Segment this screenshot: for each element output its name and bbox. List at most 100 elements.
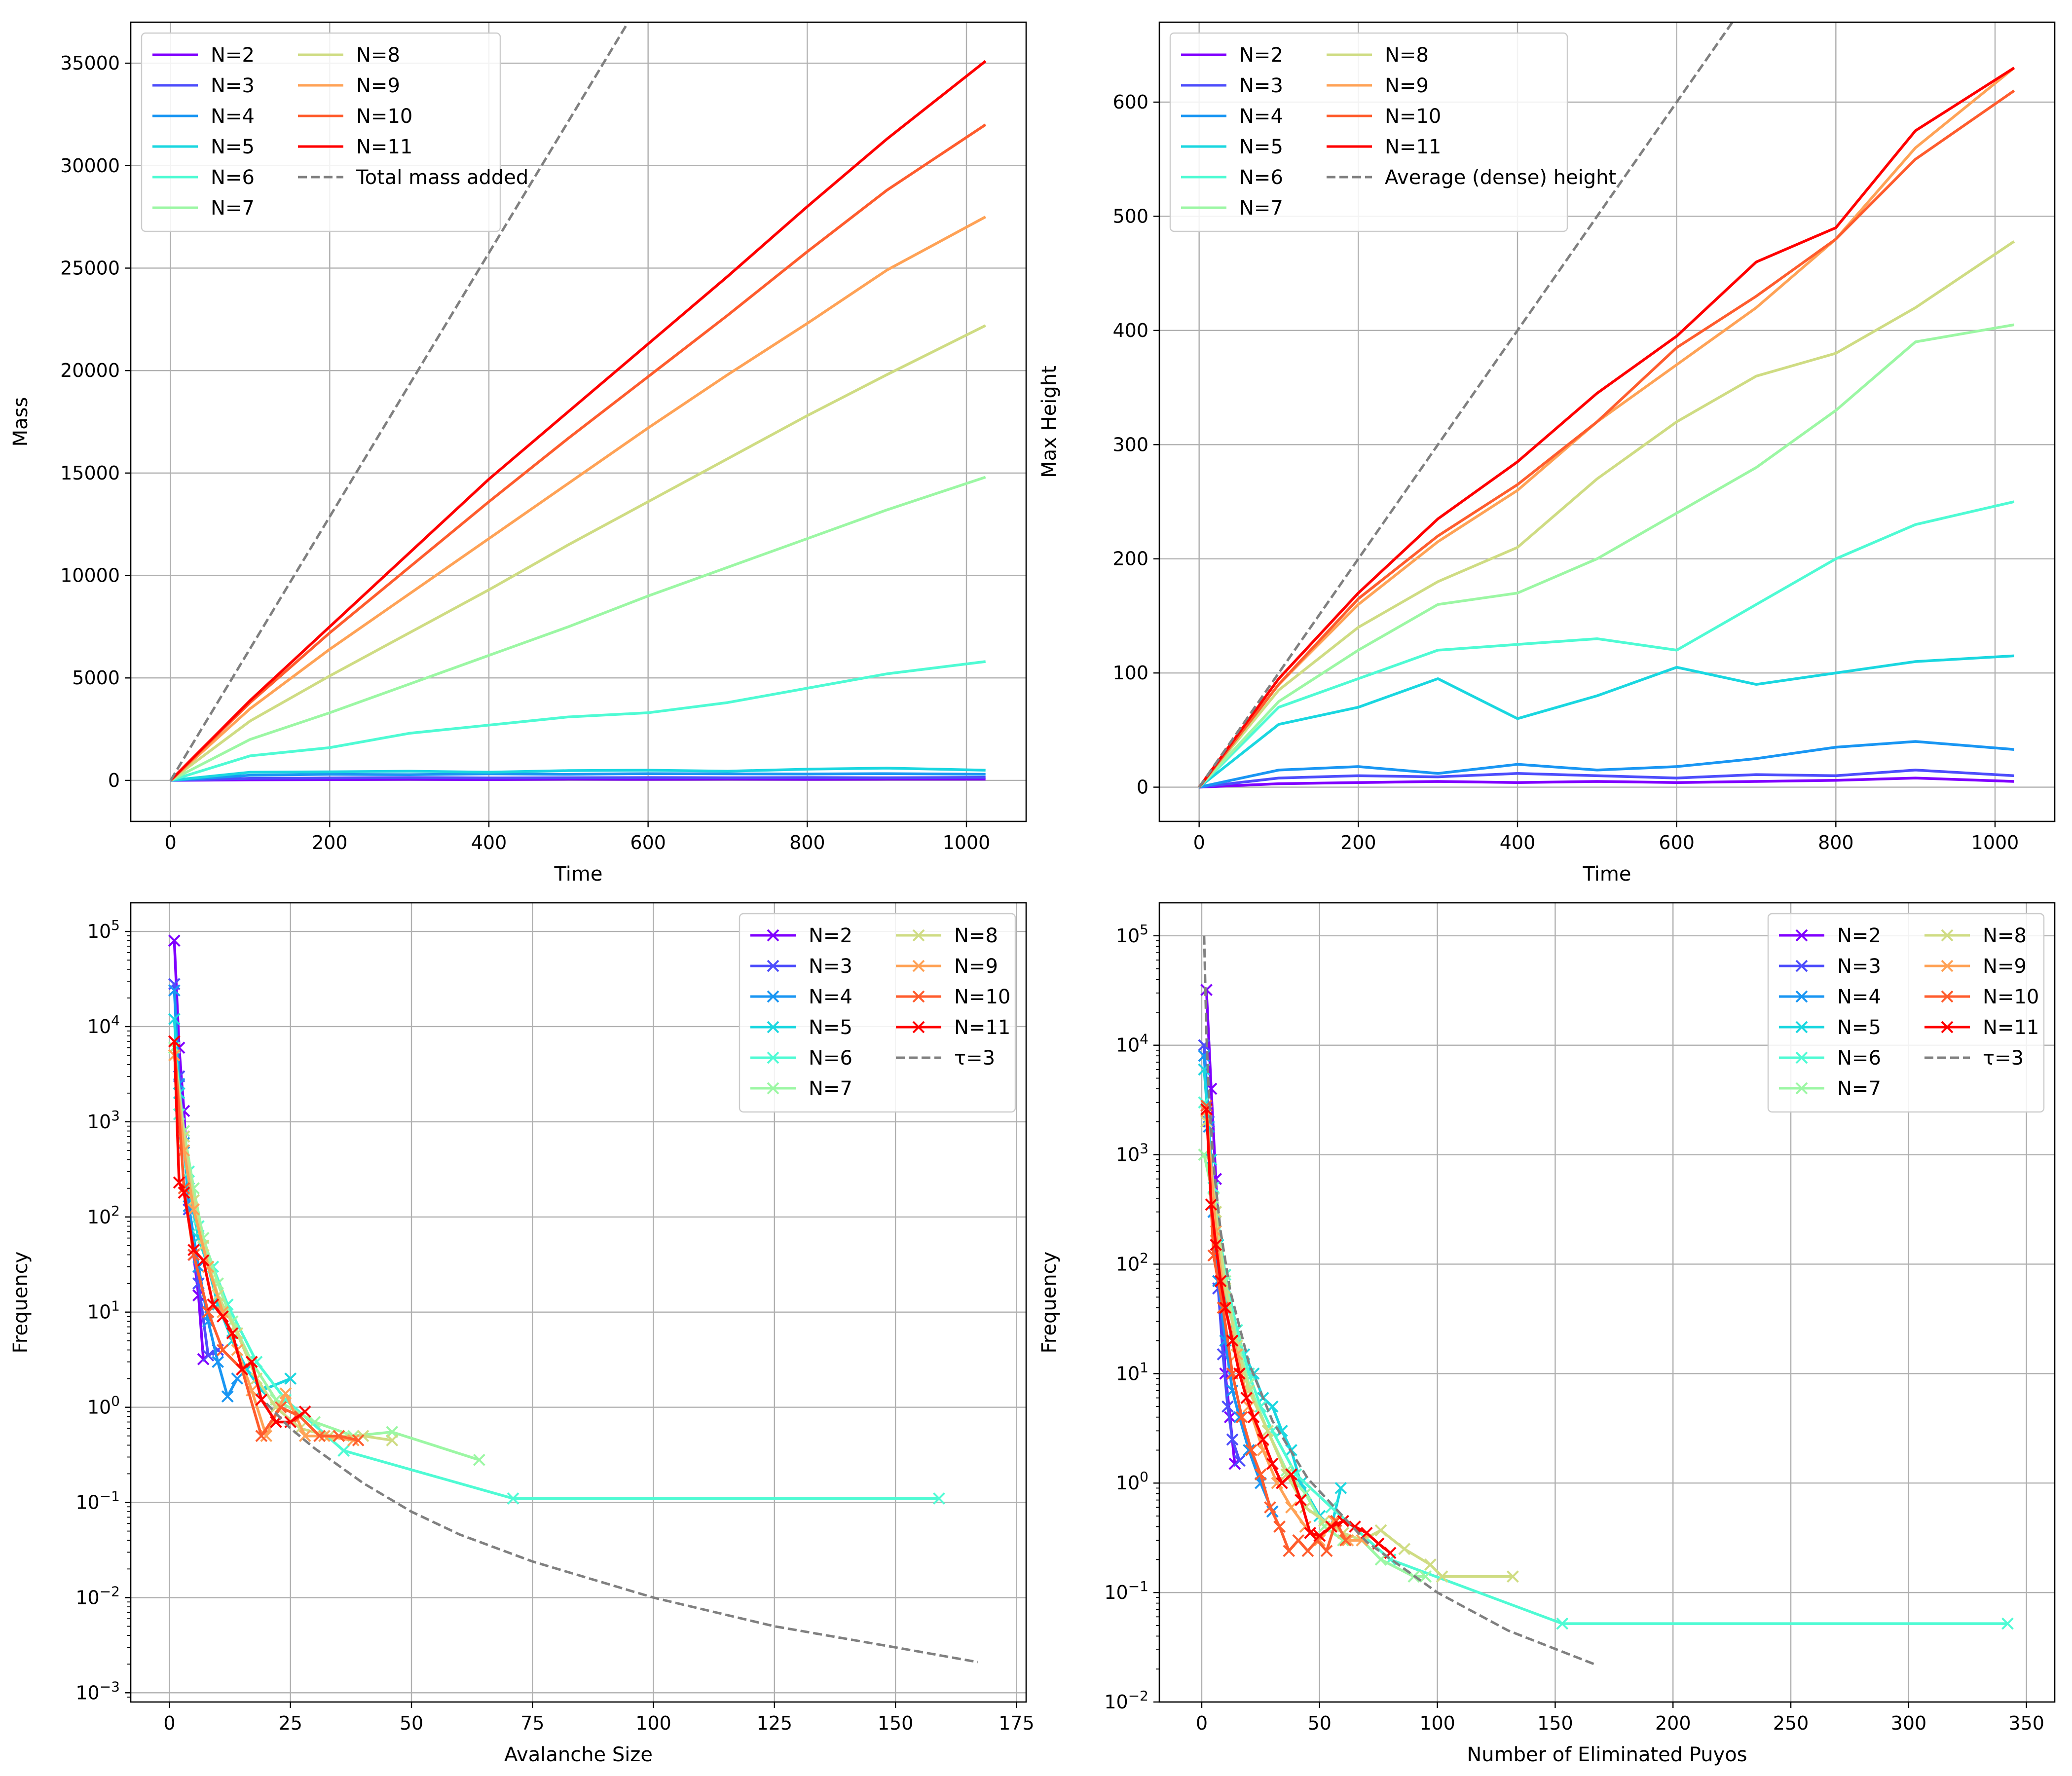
legend-label: N=8: [1983, 925, 2027, 947]
x-tick-label: 800: [1818, 832, 1854, 853]
data-point: [1261, 1424, 1274, 1437]
y-tick-label: 10000: [60, 565, 120, 587]
data-point: [1313, 1529, 1326, 1542]
series-line: [173, 1055, 354, 1442]
data-point: [197, 1254, 210, 1267]
legend-item-n-9: N=9: [298, 74, 400, 97]
data-point: [1275, 1477, 1288, 1489]
legend-item-n-10: N=10: [298, 105, 412, 128]
y-tick-label: 0: [108, 770, 120, 791]
legend-item-n-5: N=5: [152, 136, 255, 158]
legend-label: N=8: [1385, 44, 1429, 67]
series-line: [170, 324, 986, 782]
legend-item-n-11: N=11: [298, 136, 412, 158]
legend-marker: [1941, 1021, 1954, 1034]
series-line: [169, 60, 987, 781]
data-point: [1318, 1515, 1331, 1527]
data-point: [1275, 1424, 1288, 1437]
legend-label: N=2: [1837, 925, 1881, 947]
y-axis-label: Max Height: [1038, 366, 1061, 478]
legend-label: N=7: [211, 197, 255, 220]
legend-marker: [1941, 960, 1954, 972]
axes-frame: [130, 902, 1027, 1703]
y-tick-label: 25000: [60, 257, 120, 279]
data-point: [187, 1194, 200, 1207]
data-point: [313, 1430, 326, 1443]
y-tick-label: 101: [87, 1298, 120, 1323]
legend: N=2 N=3 N=4 N=5 N=6 N=7 N=8 N=9 N=10 N=11 τ=3: [739, 913, 1016, 1113]
data-point: [1313, 1534, 1326, 1547]
legend-label: τ=3: [954, 1047, 995, 1070]
series-line: [1199, 740, 2014, 789]
legend-label: τ=3: [1983, 1047, 2024, 1070]
series-tau-3: [265, 1402, 978, 1664]
axes-frame: [130, 21, 1027, 822]
legend-item-n-10: N=10: [1327, 105, 1441, 128]
legend-item-n-9: N=9: [1327, 74, 1429, 97]
legend-label: N=2: [1239, 44, 1283, 67]
data-point: [173, 1176, 185, 1189]
data-point: [1254, 1468, 1267, 1481]
data-point: [1205, 1198, 1218, 1211]
legend-marker: [767, 1082, 779, 1095]
series-n-11: [1198, 67, 2015, 788]
data-point: [255, 1393, 268, 1406]
x-tick-label: 25: [279, 1712, 302, 1734]
grid: [131, 22, 1026, 821]
grid: [131, 903, 1026, 1702]
legend-item-n-6: N=6: [152, 166, 255, 189]
data-point: [216, 1306, 229, 1319]
legend-label: N=3: [211, 74, 255, 97]
data-point: [507, 1492, 519, 1505]
legend-label: N=11: [1983, 1016, 2039, 1039]
data-point: [298, 1430, 311, 1443]
data-point: [337, 1444, 350, 1457]
legend-item-n-2: N=2: [1779, 925, 1881, 947]
series-n-3: [1199, 769, 2014, 789]
legend-item-n-3: N=3: [1779, 955, 1881, 978]
legend-label: N=3: [809, 955, 852, 978]
x-ticks: 0 50 100 150 200 250 300 350: [1196, 1702, 2044, 1734]
legend-label: N=9: [1385, 74, 1429, 97]
data-point: [202, 1349, 215, 1362]
data-point: [274, 1401, 287, 1414]
series-n-3: [170, 776, 986, 782]
series-line: [1198, 323, 2015, 788]
legend-label: N=3: [1837, 955, 1881, 978]
series-line: [1198, 500, 2015, 788]
series-n-4: [170, 772, 986, 782]
data-point: [216, 1310, 229, 1323]
data-point: [1398, 1543, 1411, 1555]
series-n-6: [1198, 500, 2015, 788]
x-tick-label: 1000: [1971, 832, 2019, 853]
data-point: [2001, 1617, 2014, 1630]
x-tick-label: 50: [1308, 1712, 1332, 1734]
legend-marker: [767, 1051, 779, 1064]
data-point: [386, 1434, 399, 1446]
series-line: [265, 1402, 978, 1664]
plot-area: [1198, 22, 2015, 789]
data-point: [1295, 1494, 1307, 1507]
x-axis-label: Time: [554, 863, 603, 886]
legend-frame: [1169, 32, 1568, 232]
y-tick-label: 103: [1116, 1141, 1148, 1166]
legend-item-n-3: N=3: [152, 74, 255, 97]
legend-marker: [1795, 1021, 1808, 1034]
legend-marker: [1941, 929, 1954, 942]
legend-marker: [1795, 1051, 1808, 1064]
data-point: [1507, 1570, 1519, 1583]
data-point: [1214, 1275, 1227, 1288]
legend-item-n-9: N=9: [1924, 955, 2027, 978]
data-point: [1245, 1444, 1258, 1456]
subplot-max-height-vs-time: 0 200 400 600 800 1000 0 100 200 300 400 500 600 Time…: [1038, 21, 2056, 886]
data-point: [1233, 1367, 1246, 1380]
data-point: [932, 1492, 945, 1505]
series-line: [1199, 769, 2014, 789]
y-tick-label: 0: [1137, 777, 1148, 798]
data-point: [1360, 1526, 1373, 1539]
data-point: [1266, 1457, 1279, 1470]
data-point: [1233, 1454, 1246, 1467]
legend-marker: [767, 960, 779, 972]
series-n-6: [170, 660, 986, 782]
legend-item-n-2: N=2: [1181, 44, 1283, 67]
